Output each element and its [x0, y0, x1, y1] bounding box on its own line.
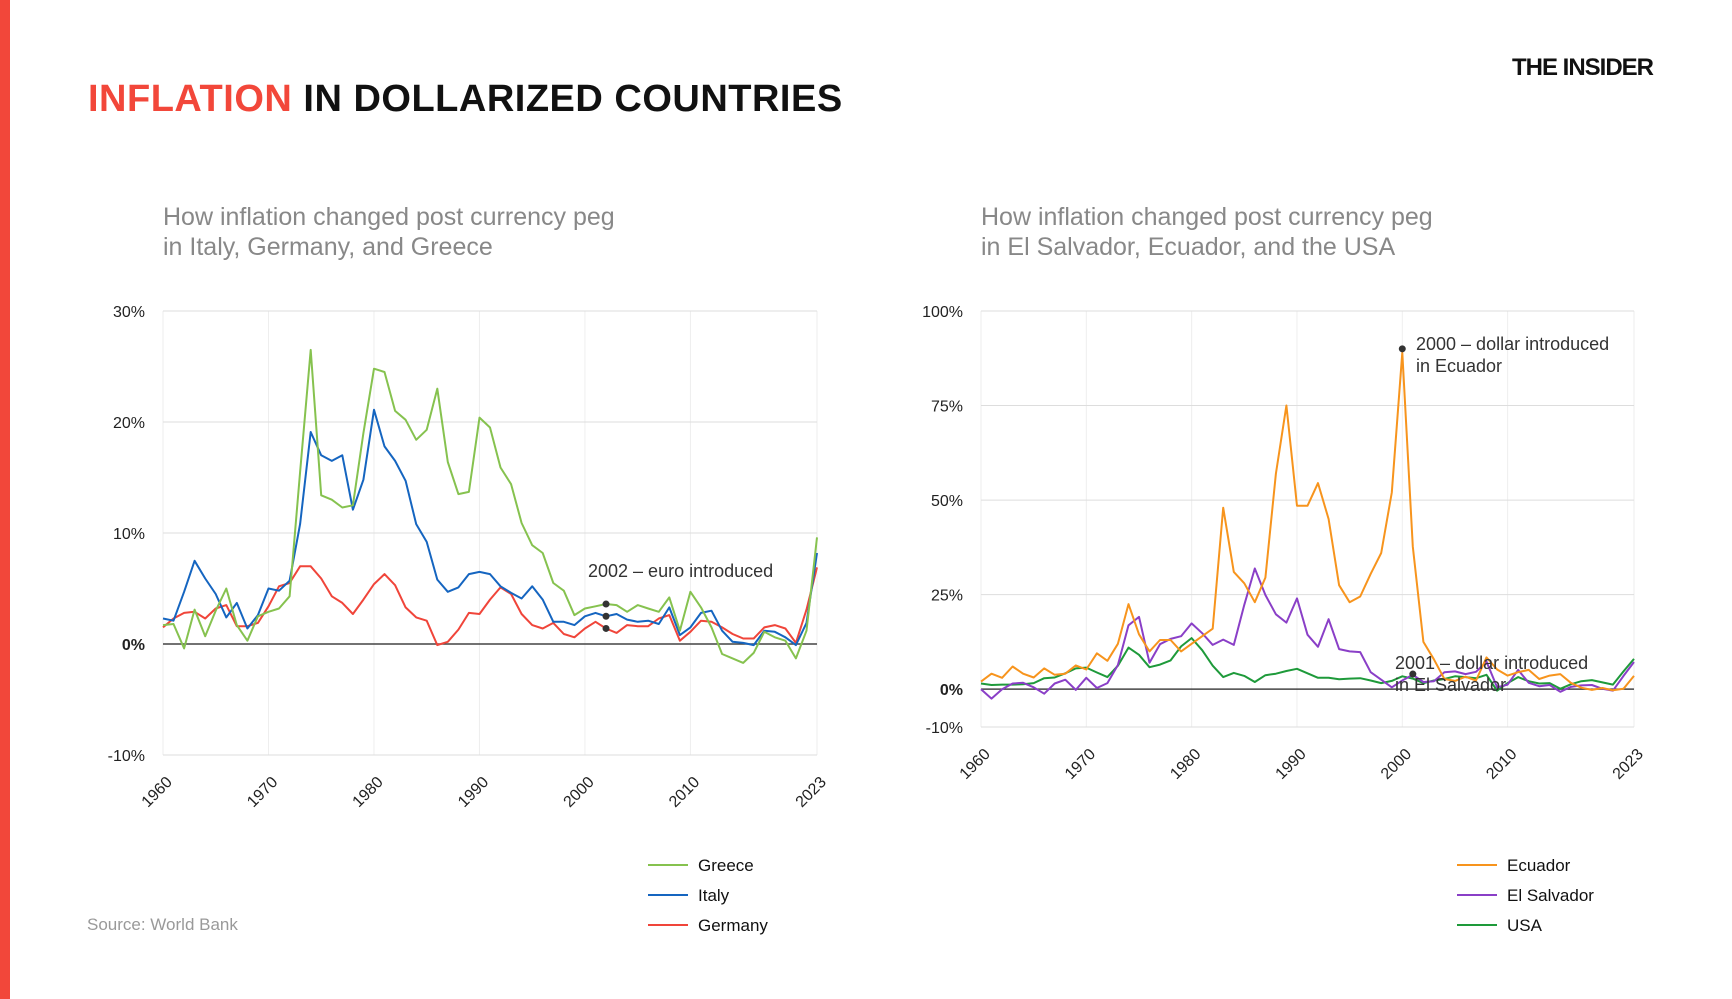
legend-item: Ecuador	[1457, 856, 1571, 875]
legend-item: Greece	[648, 856, 754, 875]
annotation-label: in El Salvador	[1395, 675, 1506, 695]
subtitle-line: How inflation changed post currency peg	[163, 203, 615, 231]
annotation-label: 2001 – dollar introduced	[1395, 653, 1588, 673]
series-line-greece	[162, 348, 818, 664]
annotation-dot	[602, 624, 610, 632]
legend-item: Italy	[648, 886, 730, 905]
annotation-label: 2000 – dollar introduced	[1416, 334, 1609, 354]
y-tick-label: -10%	[108, 748, 145, 765]
annotation-dot	[1409, 670, 1417, 678]
x-tick-label: 2010	[666, 774, 703, 811]
legend-item: El Salvador	[1457, 886, 1594, 905]
legend-item: Germany	[648, 916, 768, 935]
x-tick-label: 2023	[793, 774, 830, 811]
x-tick-label: 1970	[244, 774, 281, 811]
subtitle-line: in Italy, Germany, and Greece	[163, 233, 493, 261]
x-tick-label: 1990	[455, 774, 492, 811]
x-tick-label: 1990	[1273, 746, 1310, 783]
annotation-label: in Ecuador	[1416, 356, 1502, 376]
y-tick-label: 50%	[931, 493, 963, 510]
x-tick-label: 1960	[957, 746, 994, 783]
series-line-ecuador	[980, 351, 1635, 692]
right-chart: 1960 1970 1980 1990 2000 2010 2023 100% 75% 50% 25…	[922, 304, 1647, 935]
y-tick-label: -10%	[926, 720, 963, 737]
x-tick-label: 1980	[350, 774, 387, 811]
legend-label: Ecuador	[1507, 856, 1571, 875]
title-highlight: INFLATION	[88, 78, 293, 120]
accent-bar	[0, 0, 10, 999]
source-note: Source: World Bank	[87, 915, 238, 934]
x-tick-label: 1980	[1167, 746, 1204, 783]
y-tick-label: 0%	[122, 637, 145, 654]
legend-label: USA	[1507, 916, 1543, 935]
left-chart: 1960 1970 1980 1990 2000 2010 2023 30% 20% 10% 0% -…	[108, 304, 830, 935]
legend-label: Germany	[698, 916, 768, 935]
series-line-el-salvador	[980, 567, 1635, 700]
page-title: INFLATION IN DOLLARIZED COUNTRIES	[88, 78, 843, 121]
annotation-label: 2002 – euro introduced	[588, 561, 773, 581]
y-tick-label: 20%	[113, 415, 145, 432]
y-tick-label: 10%	[113, 526, 145, 543]
legend-label: Italy	[698, 886, 730, 905]
x-tick-label: 2000	[1378, 746, 1415, 783]
subtitle-line: in El Salvador, Ecuador, and the USA	[981, 233, 1396, 261]
subtitle-line: How inflation changed post currency peg	[981, 203, 1433, 231]
legend-label: El Salvador	[1507, 886, 1594, 905]
legend-item: USA	[1457, 916, 1543, 935]
x-tick-label: 1970	[1062, 746, 1099, 783]
y-tick-label: 100%	[922, 304, 963, 321]
annotation-dot	[602, 612, 610, 620]
x-tick-label: 2023	[1610, 746, 1647, 783]
y-tick-label: 75%	[931, 399, 963, 416]
right-chart-subtitle: How inflation changed post currency peg …	[981, 202, 1581, 262]
y-tick-label: 30%	[113, 304, 145, 321]
x-tick-label: 2010	[1483, 746, 1520, 783]
x-tick-label: 1960	[139, 774, 176, 811]
y-tick-label: 25%	[931, 588, 963, 605]
logo: THE INSIDER	[1512, 54, 1654, 81]
series-line-italy	[162, 408, 818, 647]
y-tick-label: 0%	[940, 682, 963, 699]
title-rest: IN DOLLARIZED COUNTRIES	[303, 78, 843, 120]
annotation-dot	[1398, 345, 1406, 353]
annotation-dot	[602, 600, 610, 608]
left-chart-subtitle: How inflation changed post currency peg …	[163, 202, 763, 262]
legend-label: Greece	[698, 856, 754, 875]
x-tick-label: 2000	[561, 774, 598, 811]
